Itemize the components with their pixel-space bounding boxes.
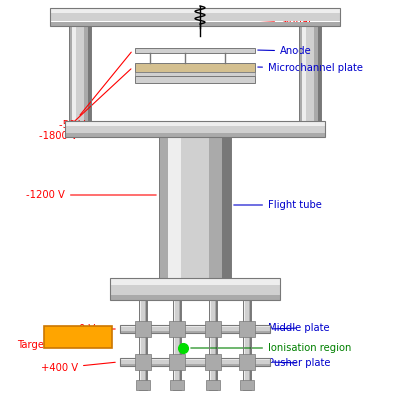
Bar	[120, 364, 270, 366]
Bar	[136, 380, 150, 390]
Bar	[135, 354, 151, 370]
Text: Signal: Signal	[206, 17, 311, 27]
Bar	[72, 26, 76, 121]
Bar	[299, 26, 321, 121]
Bar	[169, 354, 185, 370]
Bar	[159, 137, 168, 278]
Bar	[135, 72, 255, 76]
Text: Pusher plate: Pusher plate	[268, 358, 330, 368]
Text: Middle plate: Middle plate	[268, 323, 330, 333]
Bar	[215, 300, 216, 390]
Bar	[120, 358, 270, 360]
Bar	[50, 22, 340, 26]
Bar	[120, 358, 270, 366]
Bar	[246, 300, 249, 390]
Bar	[306, 26, 314, 121]
Bar	[176, 300, 179, 390]
Bar	[168, 137, 181, 278]
Text: -1200 V: -1200 V	[26, 190, 156, 200]
Bar	[205, 354, 221, 370]
Bar	[50, 13, 340, 22]
Text: Anode: Anode	[258, 46, 312, 56]
Bar	[181, 137, 209, 278]
Text: -1800 V: -1800 V	[39, 69, 131, 141]
Text: -50 V: -50 V	[59, 52, 131, 130]
Bar	[120, 327, 270, 331]
Bar	[50, 8, 340, 26]
Bar	[239, 354, 255, 370]
Bar	[173, 300, 181, 390]
Bar	[135, 48, 255, 53]
Bar	[216, 300, 217, 390]
Bar	[179, 300, 180, 390]
Bar	[239, 321, 255, 337]
Bar	[205, 321, 221, 337]
Bar	[180, 300, 181, 390]
Text: Microchannel plate: Microchannel plate	[258, 63, 363, 73]
Bar	[318, 26, 321, 121]
Bar	[110, 278, 280, 300]
Bar	[250, 300, 251, 390]
Bar	[110, 278, 280, 285]
Bar	[120, 325, 270, 327]
Bar	[135, 321, 151, 337]
Bar	[76, 26, 84, 121]
Bar	[69, 26, 72, 121]
Bar	[240, 380, 254, 390]
Bar	[243, 300, 251, 390]
Bar	[65, 121, 325, 137]
Text: 0 V: 0 V	[79, 324, 115, 334]
Bar	[140, 300, 141, 390]
Bar	[50, 8, 340, 13]
Bar	[206, 380, 220, 390]
Bar	[135, 76, 255, 83]
Bar	[65, 126, 325, 133]
Bar	[209, 300, 217, 390]
Bar	[209, 300, 210, 390]
Text: +400 V: +400 V	[41, 362, 115, 373]
Bar	[65, 133, 325, 137]
Bar	[144, 300, 146, 390]
Bar	[120, 325, 270, 333]
Bar	[243, 300, 244, 390]
Bar	[110, 294, 280, 300]
Bar	[139, 300, 140, 390]
Text: Target: Target	[17, 337, 75, 350]
Bar	[302, 26, 306, 121]
Bar	[211, 300, 215, 390]
Bar	[159, 137, 231, 278]
Bar	[299, 26, 302, 121]
Bar	[69, 26, 91, 121]
Bar	[44, 326, 112, 348]
Bar	[174, 300, 176, 390]
Bar	[314, 26, 318, 121]
Text: Flight tube: Flight tube	[234, 200, 322, 210]
Bar	[173, 300, 174, 390]
Bar	[120, 331, 270, 333]
Bar	[110, 285, 280, 294]
Bar	[244, 300, 246, 390]
Bar	[170, 380, 184, 390]
Bar	[135, 63, 255, 72]
Bar	[88, 26, 91, 121]
Bar	[169, 321, 185, 337]
Bar	[210, 300, 211, 390]
Bar	[120, 360, 270, 364]
Bar	[65, 121, 325, 126]
Bar	[84, 26, 88, 121]
Text: Ionisation region: Ionisation region	[191, 343, 351, 353]
Bar	[222, 137, 231, 278]
Bar	[146, 300, 147, 390]
Bar	[249, 300, 250, 390]
Bar	[139, 300, 147, 390]
Bar	[209, 137, 222, 278]
Bar	[141, 300, 144, 390]
